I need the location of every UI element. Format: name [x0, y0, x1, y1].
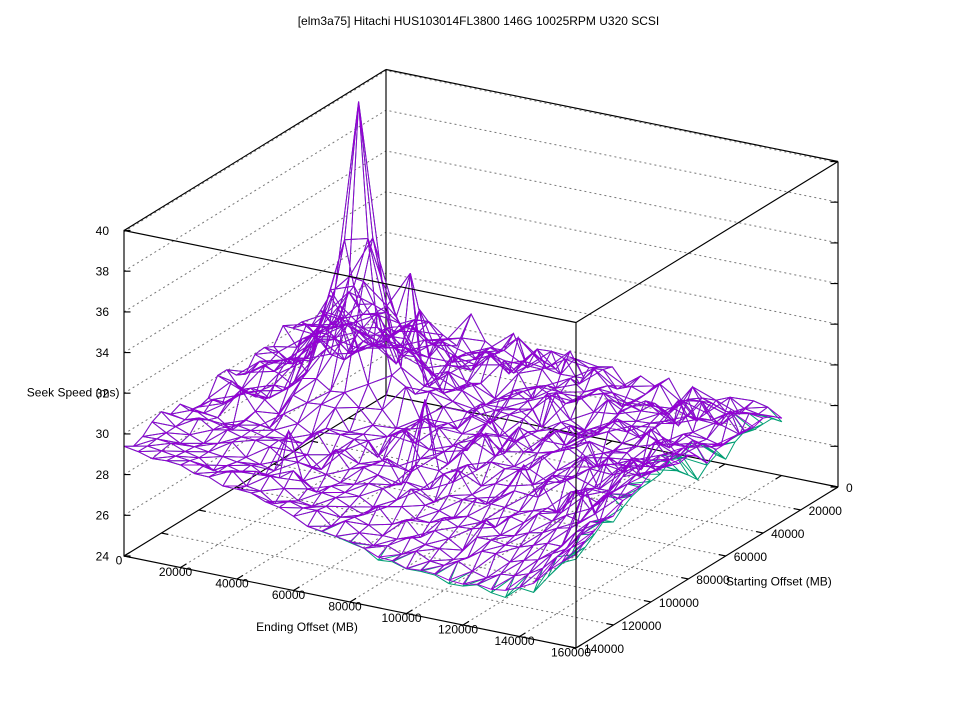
svg-text:0: 0: [846, 481, 853, 495]
svg-text:26: 26: [96, 509, 110, 523]
svg-text:0: 0: [116, 554, 123, 568]
svg-text:120000: 120000: [438, 623, 478, 637]
svg-text:140000: 140000: [584, 642, 624, 656]
svg-text:60000: 60000: [272, 588, 306, 602]
svg-text:60000: 60000: [734, 550, 768, 564]
svg-text:140000: 140000: [494, 634, 534, 648]
svg-text:40000: 40000: [215, 577, 249, 591]
svg-text:80000: 80000: [328, 600, 362, 614]
svg-text:40: 40: [96, 224, 110, 238]
svg-text:160000: 160000: [551, 646, 591, 660]
svg-text:Ending Offset (MB): Ending Offset (MB): [256, 620, 358, 634]
svg-text:24: 24: [96, 549, 110, 563]
svg-text:20000: 20000: [809, 504, 843, 518]
svg-text:80000: 80000: [696, 573, 730, 587]
svg-text:28: 28: [96, 468, 110, 482]
svg-text:120000: 120000: [621, 619, 661, 633]
svg-text:34: 34: [96, 346, 110, 360]
svg-text:38: 38: [96, 265, 110, 279]
svg-text:30: 30: [96, 427, 110, 441]
svg-text:36: 36: [96, 305, 110, 319]
svg-text:40000: 40000: [771, 527, 805, 541]
svg-text:100000: 100000: [659, 596, 699, 610]
svg-text:[elm3a75] Hitachi HUS103014FL3: [elm3a75] Hitachi HUS103014FL3800 146G 1…: [298, 14, 660, 28]
svg-text:Seek Speed (ms): Seek Speed (ms): [27, 386, 120, 400]
svg-text:100000: 100000: [381, 611, 421, 625]
svg-text:20000: 20000: [159, 565, 193, 579]
svg-text:Starting Offset (MB): Starting Offset (MB): [726, 574, 832, 588]
svg-text:32: 32: [96, 387, 110, 401]
